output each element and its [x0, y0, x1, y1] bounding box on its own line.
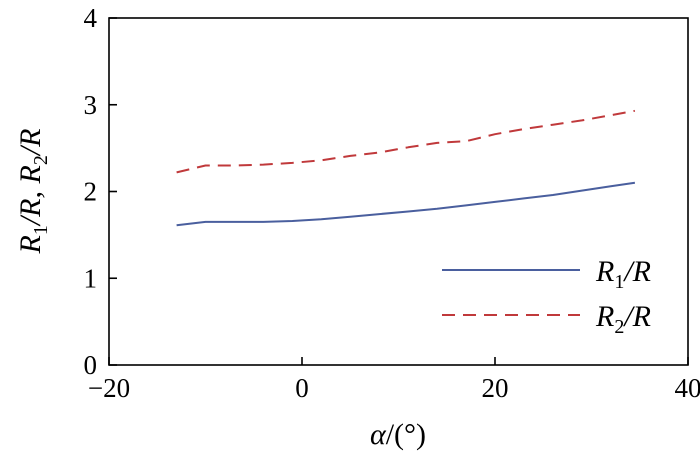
series-layer — [176, 109, 636, 227]
legend: R1/R R2/R — [442, 255, 651, 338]
y-tick-label: 4 — [84, 3, 98, 33]
x-tick-label: −20 — [88, 373, 130, 403]
x-tick-label: 40 — [675, 373, 700, 403]
y-tick-label: 0 — [84, 350, 98, 380]
legend-label-r2: R2/R — [595, 300, 651, 338]
y-tick-label: 3 — [84, 90, 98, 120]
series-line-r2 — [176, 109, 636, 174]
legend-label-r1: R1/R — [595, 255, 651, 293]
y-tick-label: 1 — [84, 263, 98, 293]
y-axis-title: R1/R, R2/R — [14, 129, 52, 255]
y-tick-label: 2 — [84, 177, 98, 207]
x-tick-label: 0 — [295, 373, 309, 403]
x-tick-label: 20 — [482, 373, 509, 403]
series-line-r1 — [176, 181, 636, 227]
x-axis-title: α/(°) — [370, 418, 426, 451]
